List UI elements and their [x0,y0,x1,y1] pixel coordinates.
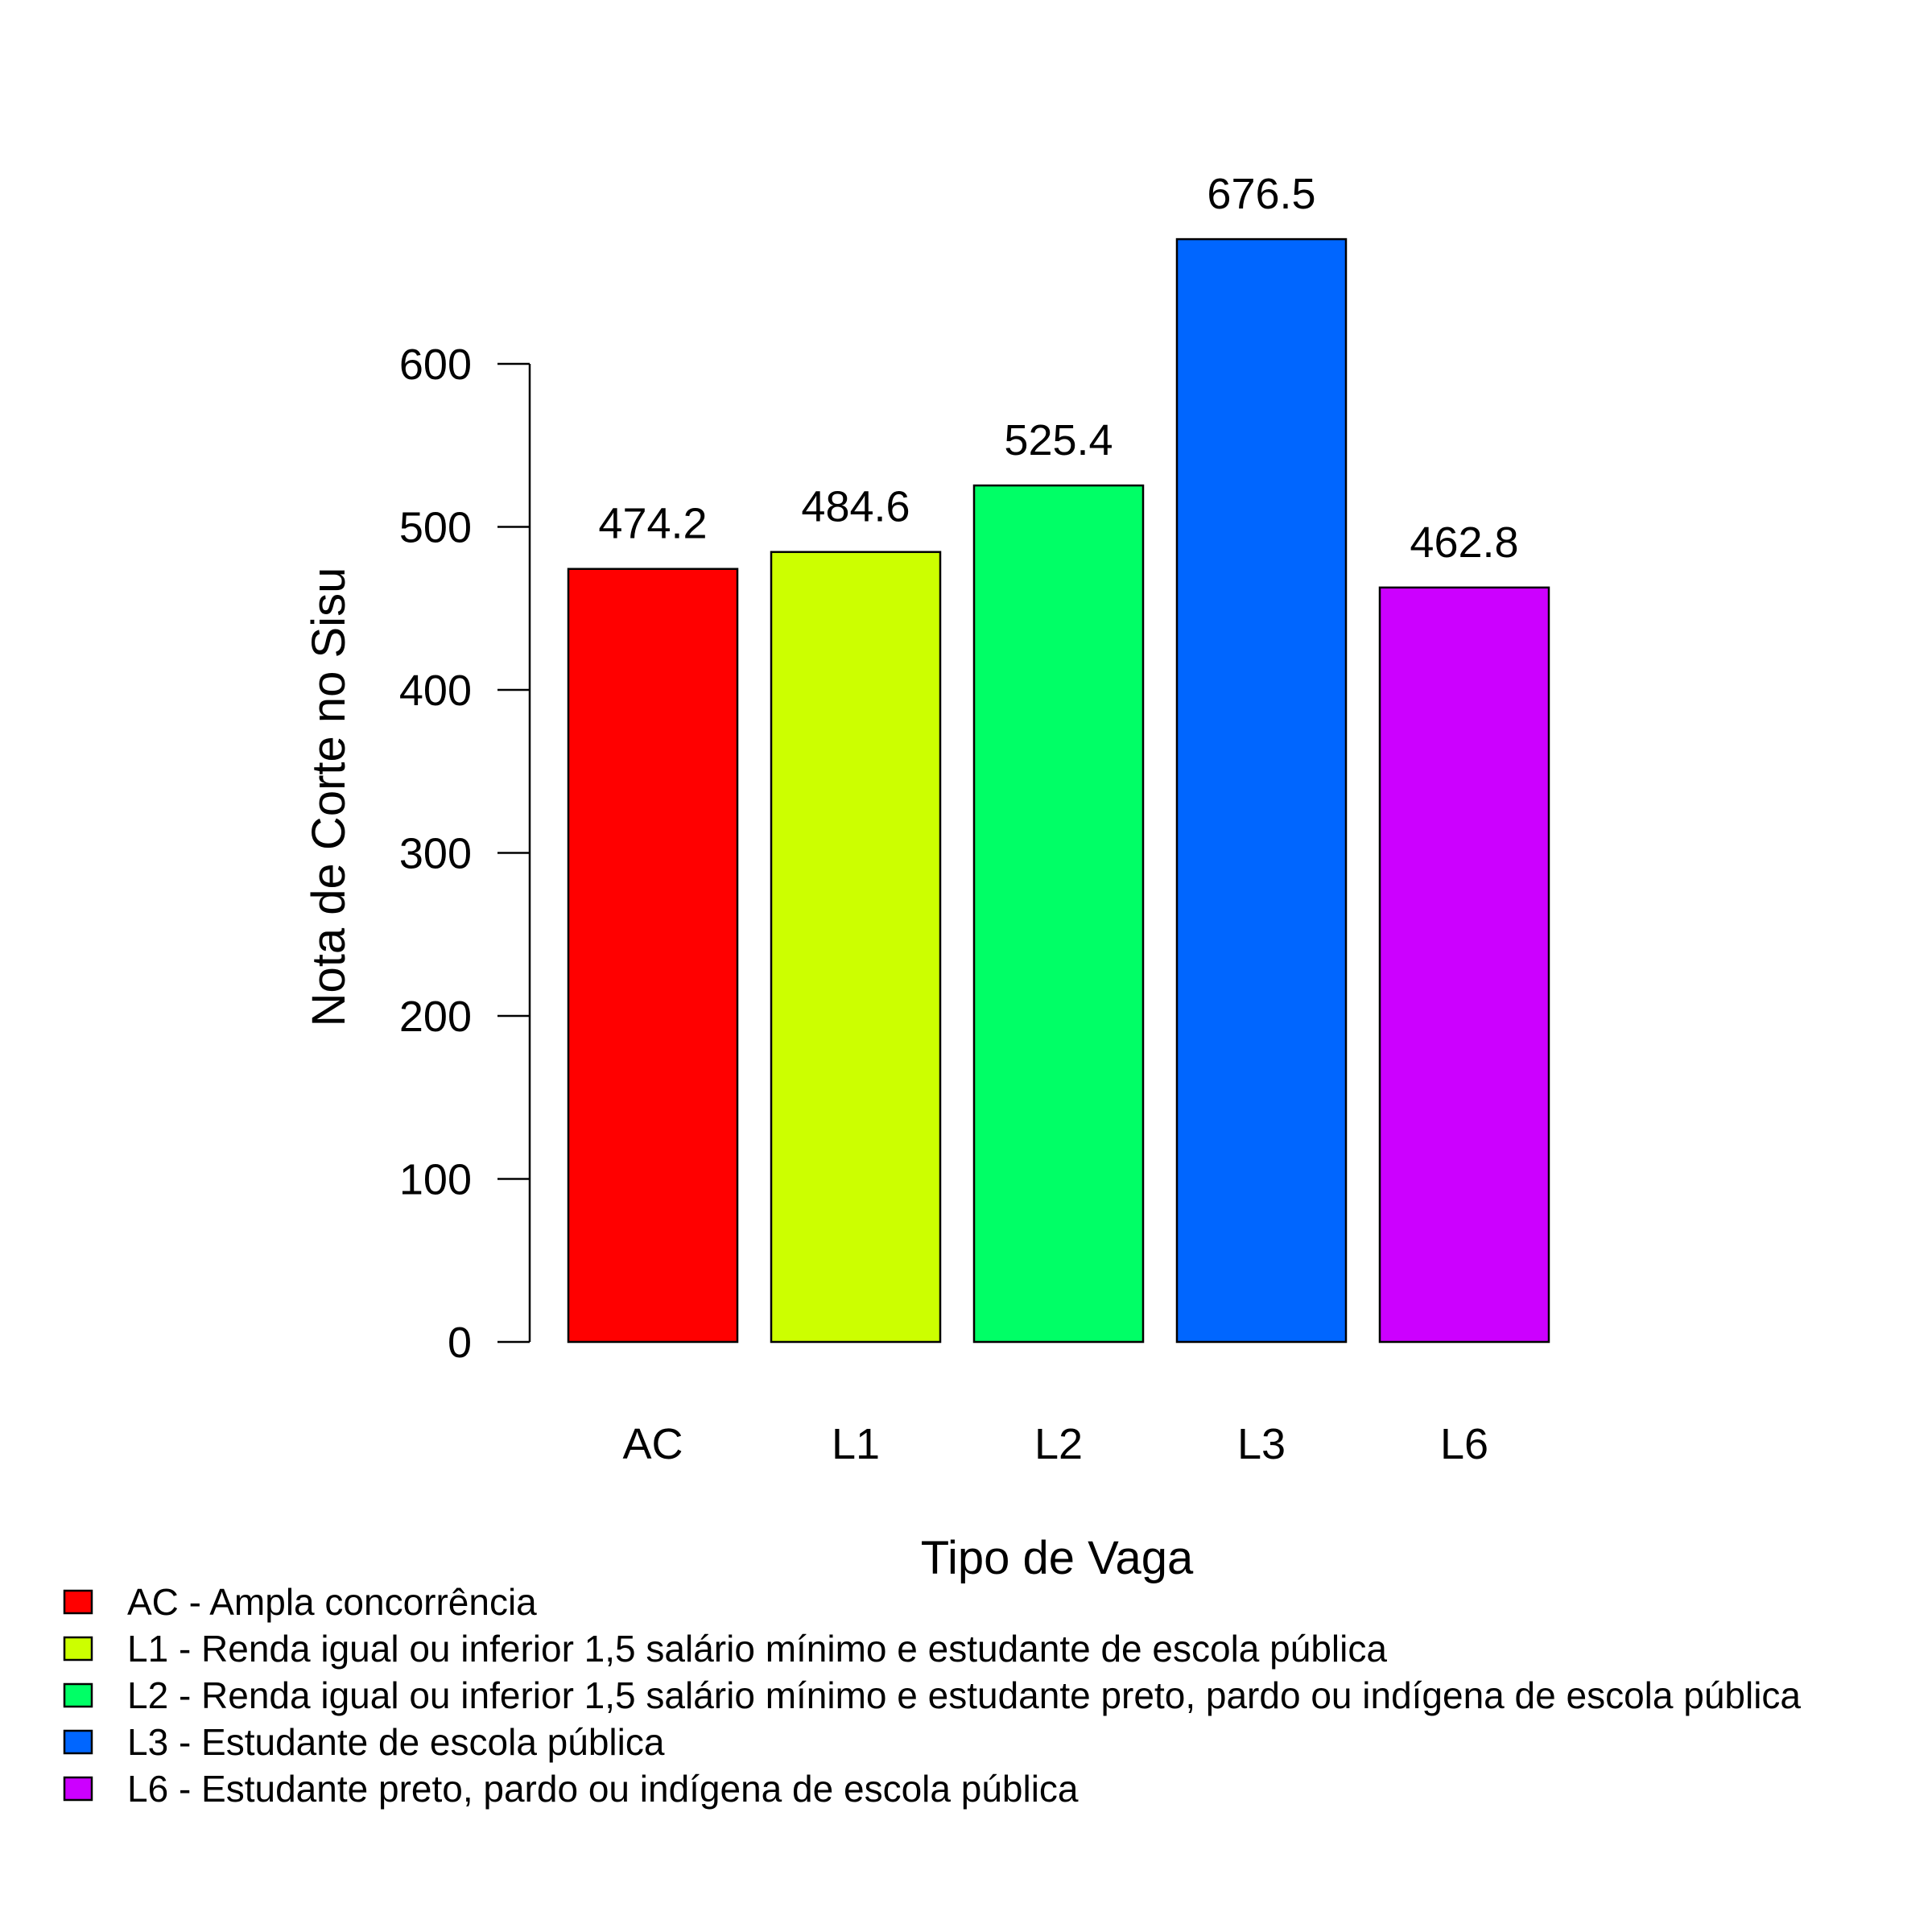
y-tick-label: 300 [399,830,472,878]
legend-label: L3 - Estudante de escola pública [127,1721,665,1763]
bar-ac [567,568,739,1344]
legend-swatch [63,1636,93,1662]
data-label-l6: 462.8 [1410,518,1518,567]
data-label-l3: 676.5 [1207,170,1315,218]
y-tick-label: 100 [399,1156,472,1204]
data-labels: 474.2 484.6 525.4 676.5 462.8 [598,170,1518,567]
data-label-l1: 484.6 [801,483,910,531]
x-category-labels: AC L1 L2 L3 L6 [622,1420,1488,1468]
legend: AC - Ampla concorrência L1 - Renda igual … [63,1581,1801,1810]
y-tick-label: 600 [399,341,472,389]
data-label-ac: 474.2 [598,500,707,548]
bar-l2 [972,484,1145,1344]
y-tick-label: 200 [399,993,472,1041]
legend-label: L6 - Estudante preto, pardo ou indígena … [127,1768,1079,1810]
x-axis-title: Tipo de Vaga [921,1532,1194,1584]
legend-swatch [63,1589,93,1615]
legend-swatch [63,1729,93,1755]
data-label-l2: 525.4 [1004,416,1113,464]
x-category-label: AC [622,1420,683,1468]
bar-l6 [1378,586,1550,1344]
y-tick-label: 500 [399,504,472,552]
legend-label: L1 - Renda igual ou inferior 1,5 salário… [127,1628,1387,1670]
y-axis: 0 100 200 300 400 500 600 [399,341,531,1367]
legend-swatch [63,1776,93,1802]
x-category-label: L6 [1440,1420,1488,1468]
y-tick-label: 0 [448,1319,472,1367]
x-category-label: L1 [832,1420,880,1468]
legend-swatch [63,1682,93,1708]
x-category-label: L2 [1034,1420,1083,1468]
legend-label: AC - Ampla concorrência [127,1581,537,1623]
y-tick-label: 400 [399,667,472,715]
bar-l3 [1175,237,1348,1344]
x-category-label: L3 [1237,1420,1286,1468]
legend-label: L2 - Renda igual ou inferior 1,5 salário… [127,1674,1801,1716]
y-axis-title: Nota de Corte no Sisu [303,568,355,1027]
bar-l1 [770,551,942,1344]
bars [567,237,1550,1344]
